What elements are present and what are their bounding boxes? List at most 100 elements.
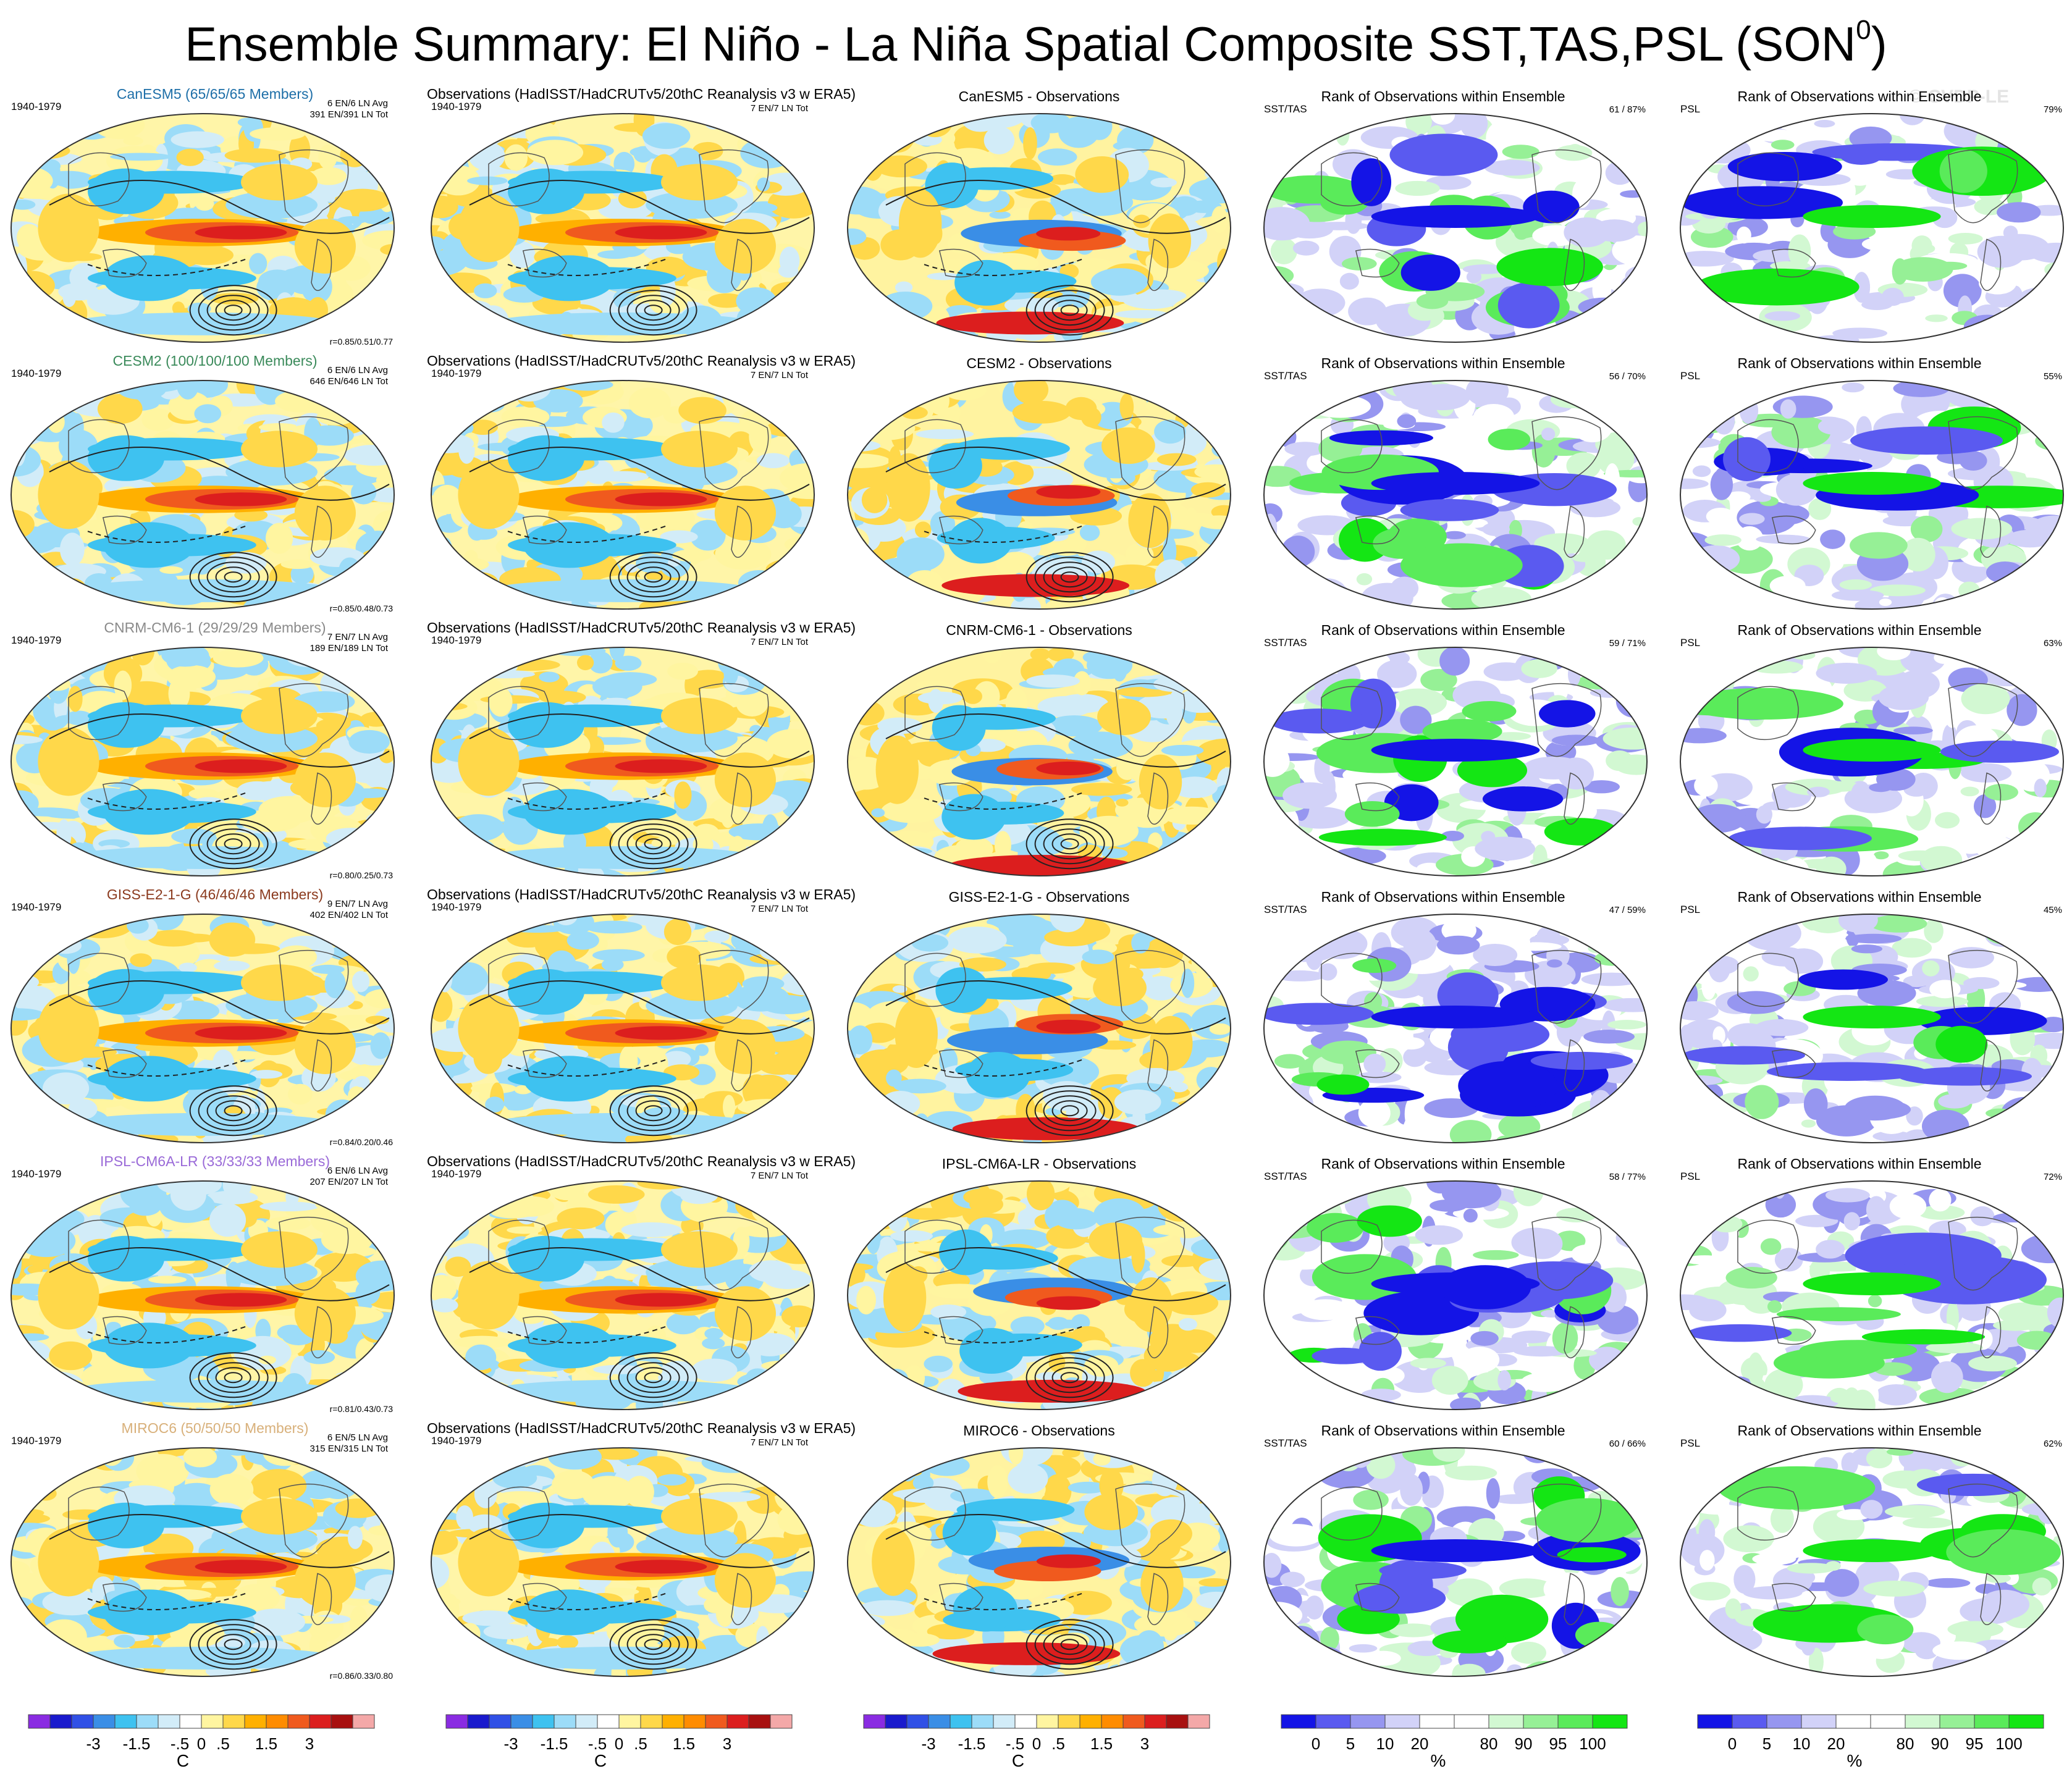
panel-r5-c3: IPSL-CM6A-LR - Observations [847, 1156, 1231, 1410]
psl-contour [49, 713, 390, 768]
map-cell [1680, 266, 1692, 301]
map-cell [209, 1203, 246, 1237]
map-cell [499, 658, 560, 671]
map-cell [749, 119, 794, 135]
map-cell [2054, 189, 2063, 198]
map-cell [1550, 390, 1593, 408]
map-cell [853, 306, 878, 321]
map-anomaly [241, 164, 318, 201]
map-cell [1196, 1067, 1226, 1093]
map-cell [1739, 380, 1758, 401]
map-anomaly [661, 431, 738, 468]
map-field [11, 1181, 394, 1410]
map-cell [848, 942, 858, 972]
map-cell [1269, 318, 1318, 327]
map-cell [1680, 437, 1721, 448]
map-cell [1115, 309, 1169, 319]
panel-diff-title: CanESM5 - Observations [959, 88, 1120, 104]
panel-rank-label: SST/TAS [1264, 370, 1307, 382]
map-anomaly [661, 164, 738, 201]
psl-contour-dashed [507, 258, 669, 276]
map-cell [365, 917, 390, 942]
map-cell [1204, 813, 1231, 838]
map-cell [787, 133, 814, 145]
figure-title-superscript: 0 [1856, 15, 1871, 45]
panel-rank-stat: 63% [2044, 638, 2062, 649]
map-cell [1602, 727, 1647, 750]
psl-contour [644, 305, 663, 316]
map-cell [22, 844, 46, 859]
map-cell [1465, 380, 1509, 407]
map-cell [1589, 918, 1640, 950]
map-cell [848, 647, 858, 666]
map-cell [431, 380, 453, 413]
map-cell [59, 532, 85, 566]
coastline [68, 686, 130, 741]
map-anomaly [1148, 213, 1192, 269]
map-cell [148, 1276, 187, 1284]
map-cell [360, 1105, 373, 1129]
map-anomaly [508, 969, 584, 1015]
map-anomaly [1097, 698, 1151, 736]
map-anomaly [294, 219, 356, 274]
map-anomaly [951, 437, 1070, 460]
map-cell [1173, 920, 1224, 933]
map-cell [53, 332, 94, 341]
map-cell [1082, 651, 1107, 663]
map-anomaly [1803, 472, 1941, 495]
map-cell [1609, 560, 1624, 582]
map-cell [1600, 1118, 1647, 1131]
map-field [1264, 114, 1647, 342]
map-anomaly [936, 311, 1124, 335]
map-cell [1046, 715, 1103, 737]
psl-contour [224, 305, 243, 316]
map-cell [77, 114, 114, 125]
map-anomaly [38, 193, 99, 263]
map-cell [566, 931, 599, 950]
map-cell [760, 914, 798, 949]
map-cell [723, 662, 738, 686]
psl-contour [189, 285, 277, 336]
map-border [431, 647, 815, 876]
coastline [1355, 782, 1400, 812]
map-cell [316, 719, 340, 733]
map-cell [1207, 393, 1231, 412]
map-cell [368, 410, 394, 430]
coastline [1980, 772, 2002, 825]
map-cell [437, 960, 453, 993]
panel-r4-c3: GISS-E2-1-G - Observations [847, 889, 1231, 1143]
map-field [11, 647, 394, 876]
map-cell [1485, 159, 1540, 176]
map-cell [438, 655, 492, 665]
map-cell [329, 845, 368, 854]
panel-period: 1940-1979 [11, 368, 61, 379]
map-anomaly [523, 1056, 615, 1102]
map-anomaly [241, 697, 318, 734]
panel-model-title: GISS-E2-1-G (46/46/46 Members) [107, 886, 323, 902]
map-anomaly [615, 225, 707, 240]
map-cell [1186, 128, 1231, 159]
map-cell [1704, 405, 1723, 420]
map-anomaly [1488, 428, 1531, 450]
map-cell [930, 511, 956, 537]
map-cell [1027, 962, 1076, 974]
map-cell [36, 313, 60, 328]
map-cell [224, 148, 287, 163]
map-cell [849, 652, 870, 676]
map-cell [324, 970, 346, 999]
psl-contour [189, 818, 277, 870]
map-cell [1079, 815, 1139, 847]
psl-contour [1060, 571, 1079, 583]
map-field [11, 914, 394, 1143]
map-cell [369, 544, 394, 570]
map-cell [1483, 662, 1529, 681]
map-cell [1180, 1111, 1221, 1121]
map-cell [1209, 122, 1231, 133]
map-cell [1170, 311, 1212, 338]
panel-correlation: r=0.84/0.20/0.46 [330, 1137, 394, 1147]
map-anomaly [523, 1322, 615, 1369]
map-cell [878, 292, 933, 321]
map-cell [1622, 953, 1647, 983]
